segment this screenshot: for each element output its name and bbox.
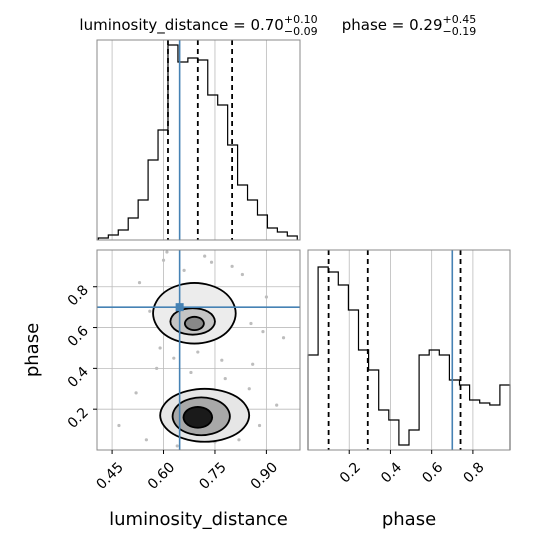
sample-point: [155, 366, 159, 370]
x-tick-label: 0.2: [337, 459, 364, 486]
sample-point: [247, 387, 251, 391]
hist-bar: [128, 218, 138, 240]
sample-point: [137, 281, 142, 285]
hist-bar: [399, 445, 409, 450]
x-axis-label: luminosity_distance: [109, 509, 288, 530]
title-main: phase = 0.29: [342, 16, 443, 34]
sample-point: [251, 362, 255, 366]
hist-bar: [429, 350, 439, 450]
panel-frame: [96, 249, 301, 451]
y-axis-label: phase: [22, 323, 43, 377]
title-sup: +0.45: [443, 13, 477, 26]
hist-bar: [267, 228, 277, 240]
title-sub: −0.09: [284, 25, 318, 38]
sample-point: [117, 423, 121, 428]
x-tick-label: 0.45: [93, 459, 126, 492]
panel-title: luminosity_distance = 0.70+0.10 −0.09: [79, 13, 317, 38]
contour: [183, 315, 205, 332]
hist-bar: [158, 130, 168, 240]
x-tick-label: 0.60: [145, 459, 178, 492]
y-tick-label: 0.4: [65, 364, 92, 391]
panel-frame: [96, 39, 301, 241]
hist-bar: [470, 400, 480, 450]
hist-bar: [248, 200, 258, 240]
hist-bar: [308, 355, 318, 450]
hist-bar: [148, 160, 158, 240]
y-tick-label: 0.2: [65, 405, 92, 432]
title-sub: −0.19: [443, 25, 477, 38]
sample-point: [196, 350, 200, 354]
hist-bar: [338, 285, 348, 450]
x-tick-label: 0.8: [461, 459, 488, 486]
title-sup: +0.10: [284, 13, 318, 26]
hist-bar: [449, 380, 459, 450]
sample-point: [261, 330, 265, 334]
y-tick-label: 0.8: [65, 282, 92, 309]
hist-bar: [118, 230, 128, 240]
hist-bar: [168, 45, 178, 240]
sample-point: [161, 258, 166, 262]
hist-bar: [480, 403, 490, 450]
sample-point: [281, 336, 286, 340]
sample-point: [203, 254, 207, 258]
sample-point: [223, 376, 227, 381]
sample-point: [158, 346, 162, 350]
sample-point: [257, 423, 262, 428]
hist-bar: [348, 310, 358, 450]
x-tick-label: 0.4: [378, 459, 405, 486]
y-tick-label: 0.6: [65, 323, 92, 350]
panel-frame: [307, 249, 511, 451]
sample-point: [182, 268, 186, 273]
sample-point: [144, 438, 148, 442]
sample-point: [237, 438, 241, 442]
sample-point: [230, 264, 234, 268]
hist-bar: [208, 95, 218, 240]
x-tick-label: 0.75: [196, 459, 229, 492]
x-tick-label: 0.6: [419, 459, 446, 486]
hist-bar: [490, 405, 500, 450]
truth-marker: [175, 303, 184, 312]
hist-bar: [419, 355, 429, 450]
sample-point: [209, 260, 214, 264]
sample-point: [240, 272, 244, 277]
sample-point: [264, 295, 268, 299]
sample-point: [148, 309, 152, 313]
hist-bar: [238, 185, 248, 240]
hist-bar: [138, 200, 148, 240]
sample-point: [172, 356, 176, 360]
sample-point: [249, 321, 253, 326]
hist-bar: [218, 105, 228, 240]
hist-bar: [328, 272, 338, 450]
hist-bar: [277, 232, 287, 240]
sample-point: [189, 370, 193, 375]
hist-bar: [369, 370, 379, 450]
hist-bar: [318, 267, 328, 450]
sample-point: [275, 403, 279, 407]
sample-point: [134, 391, 138, 395]
hist-bar: [379, 410, 389, 450]
panel-title: phase = 0.29+0.45 −0.19: [342, 13, 477, 38]
hist-bar: [500, 385, 510, 450]
sample-point: [175, 444, 179, 448]
x-tick-label: 0.90: [248, 459, 281, 492]
title-main: luminosity_distance = 0.70: [79, 16, 283, 35]
hist-bar: [188, 58, 198, 240]
x-axis-label: phase: [382, 509, 436, 530]
sample-point: [165, 250, 169, 254]
hist-bar: [257, 215, 267, 240]
contour: [182, 406, 214, 429]
hist-step: [307, 266, 511, 450]
hist-bar: [409, 430, 419, 450]
hist-bar: [108, 235, 118, 240]
sample-point: [220, 358, 224, 362]
hist-bar: [439, 355, 449, 450]
hist-bar: [198, 60, 208, 240]
